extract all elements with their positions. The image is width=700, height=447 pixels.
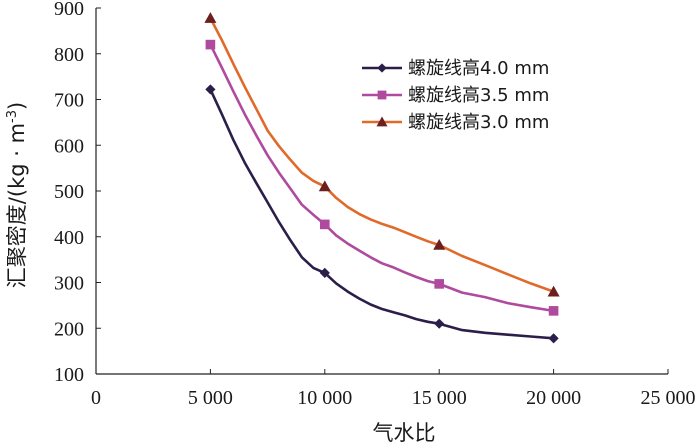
axis-ticks: 0 5 000 10 000 15 000 20 000 25 000 100 200 300 4… xyxy=(54,0,696,409)
series-line xyxy=(209,43,555,313)
legend-label: 螺旋线高3.5 mm xyxy=(408,85,549,106)
data-point-diamond xyxy=(377,63,387,73)
data-point-diamond xyxy=(205,84,216,95)
y-axis-title: 汇聚密度/(kg · m-3) xyxy=(5,102,29,288)
y-tick-label: 900 xyxy=(54,0,84,20)
y-tick-label: 500 xyxy=(54,181,84,203)
y-tick-label: 600 xyxy=(54,135,84,157)
data-point-square xyxy=(434,279,444,289)
y-tick-label: 300 xyxy=(54,273,84,295)
y-tick-label: 200 xyxy=(54,318,84,340)
data-point-triangle xyxy=(204,12,217,23)
y-tick-label: 100 xyxy=(54,364,84,386)
data-point-diamond xyxy=(319,267,330,278)
x-tick-label: 10 000 xyxy=(297,387,352,409)
legend: 螺旋线高4.0 mm 螺旋线高3.5 mm 螺旋线高3.0 mm xyxy=(362,58,549,133)
plot-area xyxy=(95,8,668,375)
y-axis-title-sup: -3 xyxy=(5,110,20,123)
legend-label: 螺旋线高4.0 mm xyxy=(408,58,549,79)
series-line xyxy=(209,88,555,340)
x-tick-label: 0 xyxy=(91,387,101,409)
y-axis-title-close: ) xyxy=(5,102,29,110)
y-tick-label: 700 xyxy=(54,90,84,112)
series-1 xyxy=(205,84,559,344)
data-point-square xyxy=(377,90,387,100)
data-point-square xyxy=(548,306,559,316)
series-layer xyxy=(204,12,560,344)
data-point-square xyxy=(320,219,330,230)
legend-label: 螺旋线高3.0 mm xyxy=(408,112,549,133)
x-tick-label: 25 000 xyxy=(641,387,696,409)
x-tick-label: 20 000 xyxy=(526,387,581,409)
data-point-square xyxy=(205,39,216,50)
data-point-triangle xyxy=(433,238,446,250)
x-axis-title: 气水比 xyxy=(373,421,436,445)
series-line xyxy=(209,16,555,293)
y-axis-title-main: 汇聚密度/(kg · m xyxy=(5,123,29,288)
data-point-triangle xyxy=(376,116,388,127)
series-2 xyxy=(205,39,559,316)
y-tick-label: 800 xyxy=(54,44,84,66)
data-point-diamond xyxy=(548,333,559,344)
data-point-triangle xyxy=(318,180,331,192)
legend-item-3: 螺旋线高3.0 mm xyxy=(362,112,549,133)
y-tick-label: 400 xyxy=(54,227,84,249)
legend-item-1: 螺旋线高4.0 mm xyxy=(362,58,549,79)
x-tick-label: 15 000 xyxy=(412,387,467,409)
legend-item-2: 螺旋线高3.5 mm xyxy=(362,85,549,106)
series-3 xyxy=(204,12,560,297)
data-point-triangle xyxy=(547,285,560,297)
data-point-diamond xyxy=(434,318,445,329)
x-tick-label: 5 000 xyxy=(188,387,233,409)
